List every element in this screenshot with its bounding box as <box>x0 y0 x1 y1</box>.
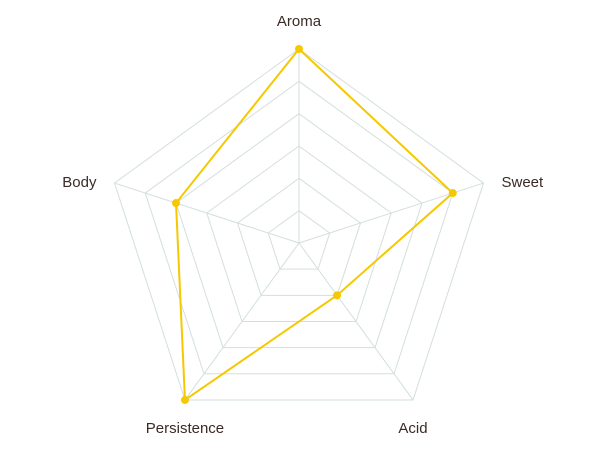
axis-spoke <box>298 242 414 401</box>
data-point <box>333 291 342 300</box>
axis-spoke <box>184 242 300 401</box>
axis-label: Aroma <box>277 13 322 30</box>
grid-ring <box>144 80 454 375</box>
data-point <box>180 395 189 404</box>
grid-ring <box>175 113 423 349</box>
data-area <box>174 47 455 402</box>
axis-spoke <box>114 182 300 244</box>
axis-label: Acid <box>398 420 427 437</box>
grid-ring <box>236 177 362 296</box>
data-point <box>171 199 180 208</box>
data-point <box>295 45 303 53</box>
axis-label: Persistence <box>146 420 224 437</box>
grid-ring <box>267 210 331 270</box>
data-point <box>448 189 457 198</box>
grid-ring <box>113 48 485 401</box>
axis-label: Body <box>62 174 97 191</box>
axis-label: Sweet <box>502 174 545 191</box>
